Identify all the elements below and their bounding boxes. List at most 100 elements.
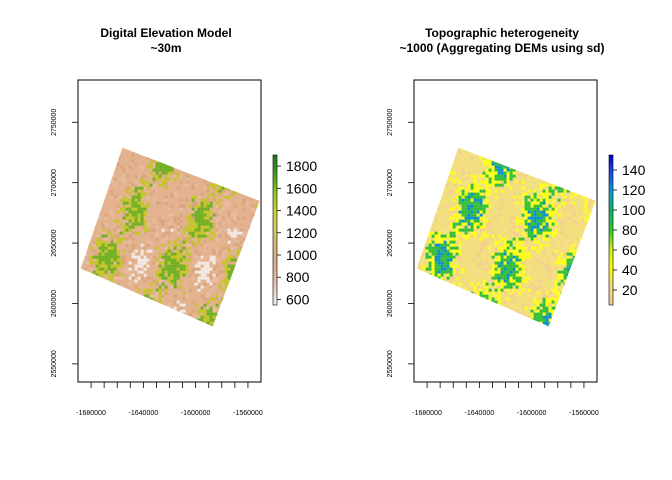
raster-cell [485,177,489,181]
raster-cell [146,288,150,292]
raster-cell [518,192,522,196]
raster-cell [578,237,582,241]
y-tick-label: 2700000 [387,169,394,196]
raster-cell [206,231,210,235]
raster-cell [239,318,243,322]
raster-cell [239,147,243,151]
raster-cell [575,168,579,172]
raster-cell [482,201,486,205]
raster-cell [128,261,132,265]
raster-cell [134,210,138,214]
raster-cell [482,216,486,220]
raster-cell [197,312,201,316]
raster-cell [254,213,258,217]
raster-cell [203,225,207,229]
raster-cell [551,324,555,327]
raster-cell [464,174,468,178]
raster-cell [527,222,531,226]
raster-cell [143,222,147,226]
raster-cell [572,162,576,166]
raster-cell [563,150,567,154]
raster-cell [491,231,495,235]
raster-cell [521,294,525,298]
raster-cell [527,240,531,244]
raster-cell [446,246,450,250]
raster-cell [485,288,489,292]
raster-cell [452,180,456,184]
raster-cell [425,309,429,313]
raster-cell [467,306,471,310]
raster-cell [209,150,213,154]
raster-cell [482,174,486,178]
raster-cell [464,219,468,223]
raster-cell [458,186,462,190]
raster-cell [92,249,96,253]
raster-cell [527,246,531,250]
raster-cell [194,267,198,271]
raster-cell [104,177,108,181]
raster-cell [431,228,435,232]
raster-cell [512,231,516,235]
raster-cell [488,315,492,319]
raster-cell [497,183,501,187]
raster-cell [134,321,138,325]
raster-cell [149,282,153,286]
raster-cell [524,216,528,220]
raster-cell [566,174,570,178]
raster-cell [248,222,252,226]
raster-cell [458,249,462,253]
raster-cell [587,255,591,259]
raster-cell [452,201,456,205]
raster-cell [455,264,459,268]
raster-cell [95,162,99,166]
raster-cell [554,255,558,259]
raster-cell [512,222,516,226]
raster-cell [98,258,102,262]
raster-cell [440,276,444,280]
raster-cell [182,297,186,301]
raster-cell [176,174,180,178]
raster-cell [542,201,546,205]
raster-cell [164,180,168,184]
raster-cell [95,255,99,259]
raster-cell [161,234,165,238]
raster-cell [149,153,153,157]
raster-cell [500,183,504,187]
raster-cell [92,201,96,205]
raster-cell [488,225,492,229]
raster-cell [92,243,96,247]
raster-cell [422,318,426,322]
raster-cell [491,228,495,232]
raster-cell [428,201,432,205]
raster-cell [593,228,596,232]
raster-cell [479,189,483,193]
raster-cell [539,312,543,316]
raster-cell [209,201,213,205]
raster-cell [92,147,96,151]
raster-cell [584,240,588,244]
raster-cell [491,156,495,160]
raster-cell [566,234,570,238]
raster-cell [182,321,186,325]
raster-cell [584,258,588,262]
raster-cell [581,300,585,304]
raster-cell [203,231,207,235]
raster-cell [152,186,156,190]
raster-cell [242,192,246,196]
raster-cell [464,312,468,316]
raster-cell [239,291,243,295]
raster-cell [92,156,96,160]
raster-cell [209,285,213,289]
raster-cell [212,273,216,277]
raster-cell [506,183,510,187]
raster-cell [83,201,87,205]
raster-cell [518,177,522,181]
raster-cell [101,150,105,154]
raster-cell [527,195,531,199]
raster-cell [560,189,564,193]
raster-cell [458,270,462,274]
raster-cell [533,312,537,316]
raster-cell [527,312,531,316]
raster-cell [206,294,210,298]
raster-cell [443,267,447,271]
